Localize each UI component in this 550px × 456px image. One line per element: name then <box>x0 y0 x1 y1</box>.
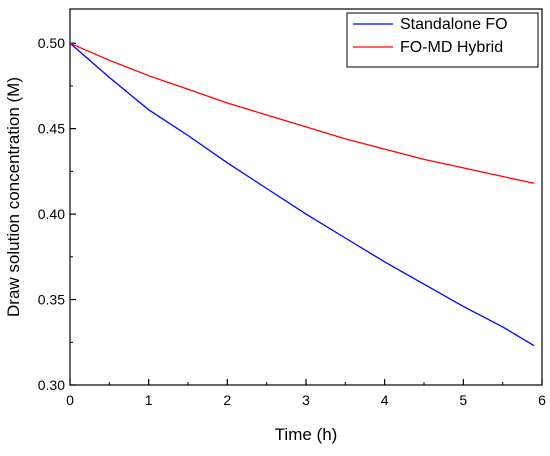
legend: Standalone FO FO-MD Hybrid <box>346 12 539 68</box>
y-axis-title: Draw solution concentration (M) <box>4 77 23 317</box>
series-line-fo-md-hybrid <box>69 42 535 184</box>
series-lines <box>69 42 535 347</box>
legend-label: FO-MD Hybrid <box>400 39 503 56</box>
legend-box <box>346 12 539 68</box>
x-tick-label: 1 <box>145 392 153 408</box>
x-tick-label: 5 <box>459 392 467 408</box>
x-tick-label: 0 <box>66 392 74 408</box>
x-tick-label: 3 <box>302 392 310 408</box>
x-tick-label: 6 <box>538 392 546 408</box>
y-tick-label: 0.35 <box>38 292 65 308</box>
x-axis-title: Time (h) <box>275 425 338 444</box>
y-tick-label: 0.40 <box>38 206 65 222</box>
x-tick-label: 2 <box>223 392 231 408</box>
y-tick-label: 0.50 <box>38 35 65 51</box>
series-line-standalone-fo <box>69 42 535 347</box>
x-tick-label: 4 <box>381 392 389 408</box>
legend-label: Standalone FO <box>400 16 508 33</box>
y-tick-label: 0.30 <box>38 377 65 393</box>
y-tick-label: 0.45 <box>38 121 65 137</box>
axis-ticks: 0 1 2 3 4 5 6 0.30 0.35 0.40 0.45 0.50 <box>38 35 546 408</box>
